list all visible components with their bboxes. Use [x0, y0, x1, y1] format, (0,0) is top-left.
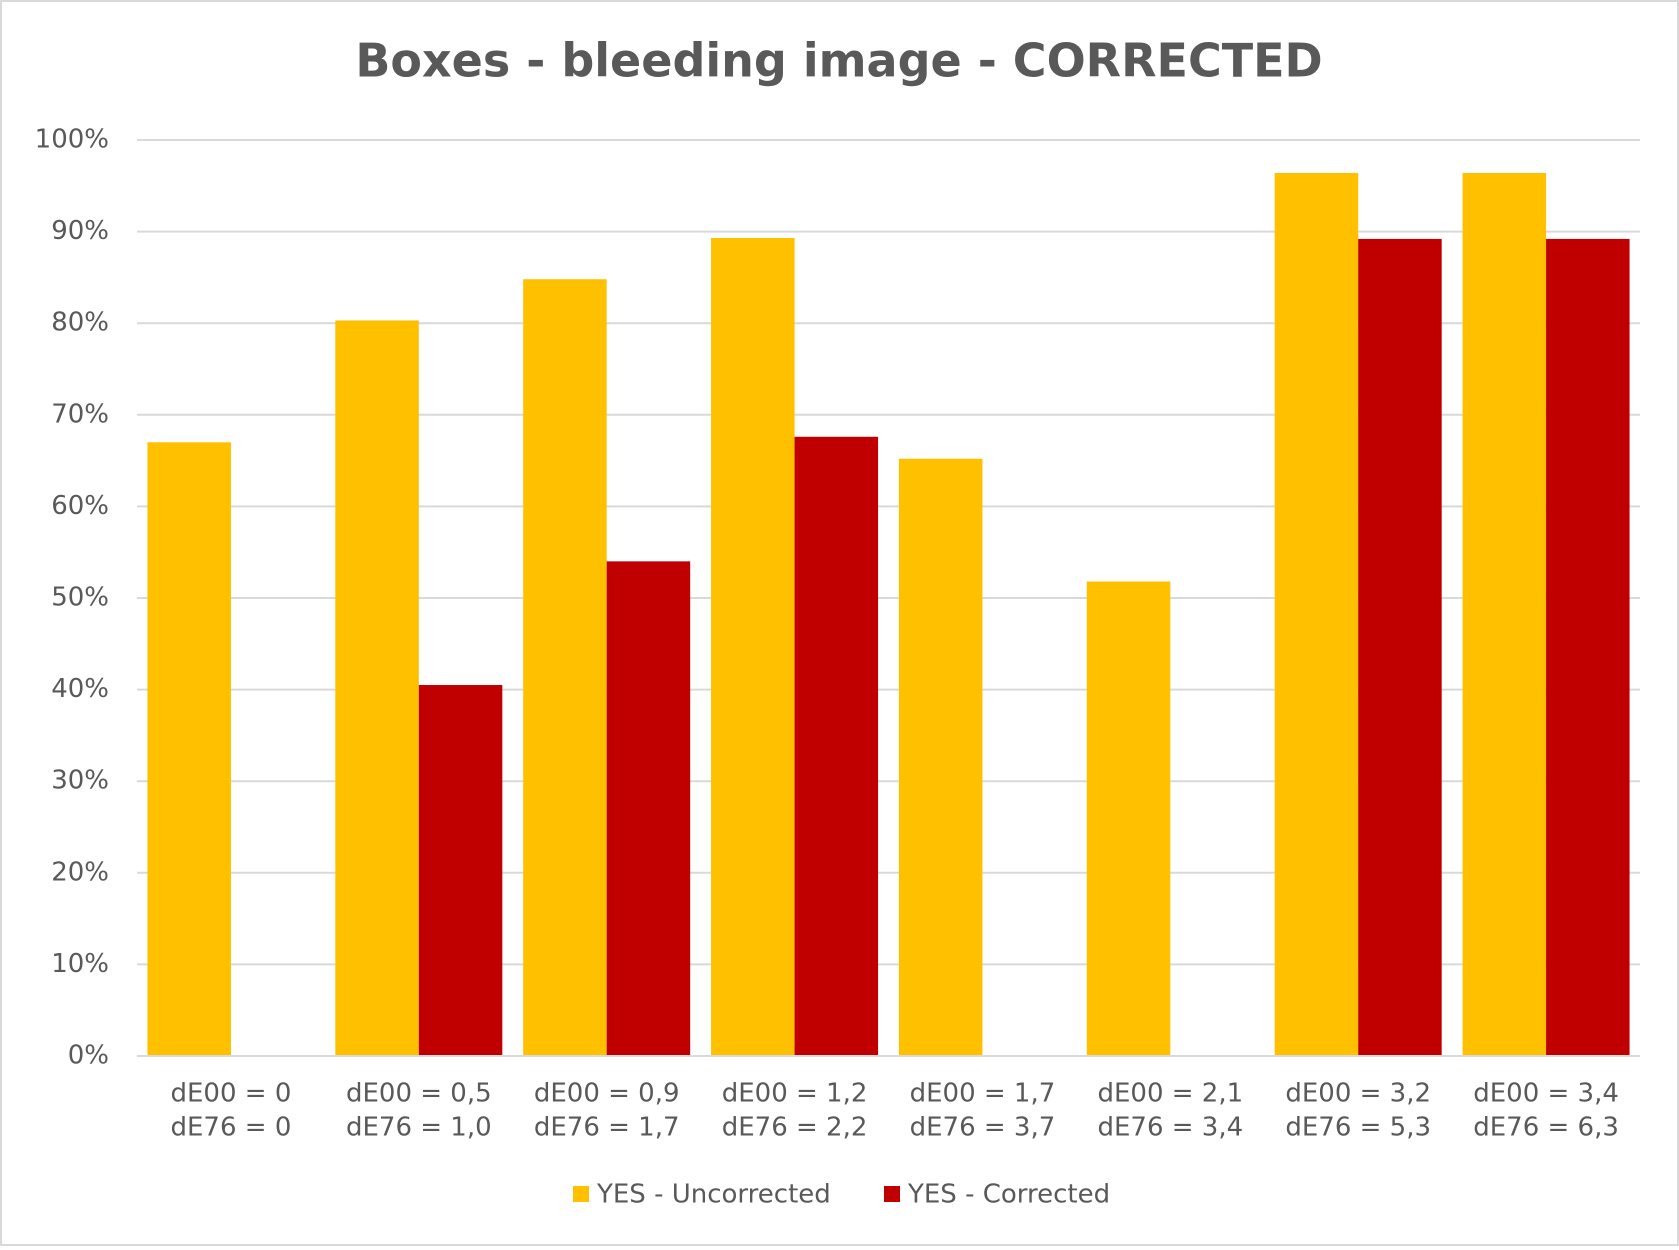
chart-title: Boxes - bleeding image - CORRECTED: [355, 34, 1322, 88]
bar: [711, 238, 795, 1057]
y-tick-label: 30%: [51, 766, 109, 796]
x-tick-label: dE00 = 3,4: [1473, 1079, 1619, 1109]
x-tick-label: dE76 = 0: [171, 1113, 292, 1143]
bar: [794, 436, 879, 1056]
bar: [606, 561, 691, 1056]
bar: [1086, 581, 1171, 1056]
bar: [335, 320, 419, 1056]
y-tick-label: 50%: [51, 583, 109, 613]
bar: [1546, 238, 1630, 1057]
x-tick-label: dE76 = 6,3: [1473, 1113, 1619, 1143]
legend-swatch: [884, 1186, 900, 1202]
x-tick-label: dE76 = 2,2: [722, 1113, 868, 1143]
bar: [1358, 238, 1442, 1057]
y-tick-label: 100%: [35, 125, 109, 155]
legend-label: YES - Corrected: [907, 1180, 1110, 1210]
y-tick-label: 60%: [51, 491, 109, 521]
x-tick-label: dE76 = 1,7: [534, 1113, 680, 1143]
y-tick-label: 0%: [68, 1041, 109, 1071]
y-tick-label: 40%: [51, 674, 109, 704]
x-tick-label: dE00 = 0,9: [534, 1079, 680, 1109]
y-tick-label: 10%: [51, 949, 109, 979]
x-tick-label: dE00 = 0,5: [346, 1079, 492, 1109]
x-tick-label: dE00 = 1,7: [910, 1079, 1056, 1109]
x-tick-label: dE00 = 3,2: [1285, 1079, 1431, 1109]
x-tick-label: dE00 = 0: [171, 1079, 292, 1109]
x-tick-label: dE76 = 1,0: [346, 1113, 492, 1143]
bar: [898, 458, 983, 1056]
y-tick-label: 80%: [51, 308, 109, 338]
x-tick-label: dE76 = 3,7: [910, 1113, 1056, 1143]
x-tick-label: dE76 = 5,3: [1285, 1113, 1431, 1143]
bar: [1274, 172, 1359, 1056]
x-tick-label: dE00 = 2,1: [1097, 1079, 1243, 1109]
y-tick-label: 70%: [51, 399, 109, 429]
bar: [523, 279, 607, 1056]
legend-label: YES - Uncorrected: [596, 1180, 831, 1210]
y-tick-label: 20%: [51, 857, 109, 887]
bar: [147, 442, 231, 1056]
x-tick-label: dE76 = 3,4: [1097, 1113, 1243, 1143]
y-tick-label: 90%: [51, 216, 109, 246]
legend-swatch: [573, 1186, 589, 1202]
bar: [1462, 172, 1547, 1056]
x-tick-label: dE00 = 1,2: [722, 1079, 868, 1109]
bar: [418, 685, 503, 1056]
